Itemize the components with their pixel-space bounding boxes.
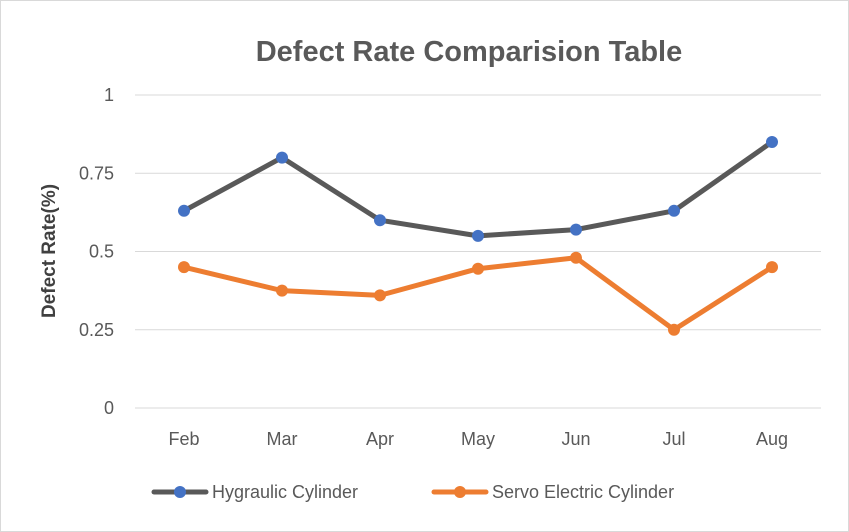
data-point [276,284,288,297]
legend-marker [174,486,186,498]
series [178,135,778,336]
data-point [374,214,386,227]
legend-item: Hygraulic Cylinder [151,482,358,502]
y-axis-label: Defect Rate(%) [39,184,60,318]
data-point [766,261,778,274]
x-tick-label: Apr [366,429,394,449]
y-tick-label: 0.25 [79,320,114,340]
data-point [178,204,190,217]
chart-title: Defect Rate Comparision Table [256,36,683,68]
y-tick-label: 0.75 [79,163,114,183]
data-point [472,229,484,242]
legend-item: Servo Electric Cylinder [431,482,674,502]
legend: Hygraulic Cylinder Servo Electric Cylinde… [151,482,674,502]
y-tick-label: 0.5 [89,242,114,262]
y-tick-label: 1 [104,85,114,105]
x-tick-label: Mar [267,429,298,449]
series-group [178,135,778,242]
y-axis-ticks: 0 0.25 0.5 0.75 1 [79,85,114,418]
series-group [178,251,778,336]
series-line [181,139,775,239]
data-point [668,323,680,336]
data-point [374,289,386,302]
legend-marker [454,486,466,498]
gridlines [135,94,821,409]
data-point [178,261,190,274]
x-tick-label: Aug [756,429,788,449]
x-tick-label: Jul [662,429,685,449]
y-tick-label: 0 [104,398,114,418]
data-point [766,135,778,148]
x-tick-label: May [461,429,495,449]
x-tick-label: Feb [168,429,199,449]
legend-label: Servo Electric Cylinder [492,482,674,502]
legend-label: Hygraulic Cylinder [212,482,358,502]
data-point [570,223,582,236]
data-point [570,251,582,264]
x-tick-label: Jun [561,429,590,449]
x-axis-ticks: Feb Mar Apr May Jun Jul Aug [168,429,788,449]
data-point [668,204,680,217]
data-point [276,151,288,164]
data-point [472,262,484,275]
